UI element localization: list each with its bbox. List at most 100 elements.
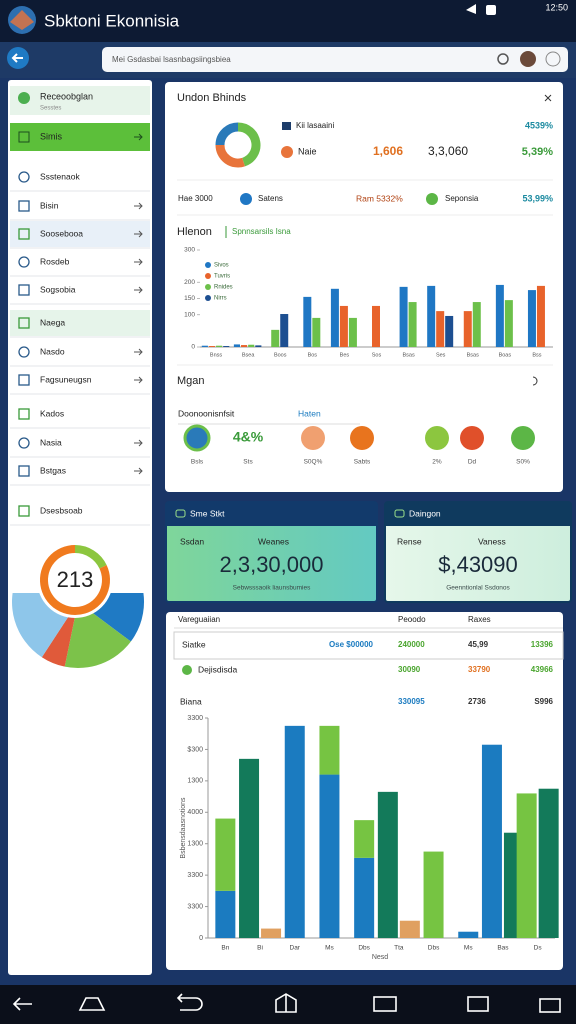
url-field[interactable] xyxy=(102,47,568,72)
sidebar-arrow xyxy=(134,202,143,210)
y-tick-label: 0 xyxy=(199,935,203,942)
x-tick-label: Ds xyxy=(534,945,543,952)
label: Kii lasaaini xyxy=(296,121,334,130)
x-tick-label: Ms xyxy=(464,945,473,952)
sidebar-item-bg xyxy=(10,221,150,247)
sidebar-arrow xyxy=(134,467,143,475)
y-tick-label: 4000 xyxy=(187,809,203,816)
bar xyxy=(284,725,305,938)
label: 4539% xyxy=(525,120,553,130)
legend-swatch xyxy=(205,262,211,268)
donut-segment xyxy=(215,144,245,168)
column-header: Raxes xyxy=(468,615,491,624)
settings-icon xyxy=(532,376,538,386)
table-cell: 2736 xyxy=(468,697,486,706)
sidebar-header-icon xyxy=(18,92,30,104)
item-caption: 2% xyxy=(432,459,442,466)
kpi-label: Rense xyxy=(397,536,422,546)
x-tick-label: Bss xyxy=(532,352,541,358)
sidebar-arrow xyxy=(134,376,143,384)
x-axis-label: Nesd xyxy=(372,954,388,961)
bar xyxy=(472,302,481,347)
bar xyxy=(233,344,241,347)
section-title: Mgan xyxy=(177,375,205,387)
pie-slice xyxy=(41,602,78,667)
x-tick-label: Dar xyxy=(290,945,301,952)
sidebar-item-icon xyxy=(18,171,30,183)
sidebar-arrow xyxy=(134,133,143,141)
y-tick-label: 3300 xyxy=(187,872,203,879)
nav-menu[interactable] xyxy=(539,998,561,1013)
kpi-value: 2,3,30,000 xyxy=(220,552,324,577)
sidebar-item[interactable]: Ssstenaok xyxy=(40,171,80,181)
sidebar-item[interactable]: Nasia xyxy=(40,437,62,447)
sidebar-item-icon xyxy=(18,374,30,386)
gauge-bg xyxy=(37,542,113,618)
sidebar-item-icon xyxy=(18,284,30,296)
mini-icon xyxy=(350,426,374,450)
donut-segment xyxy=(40,545,110,615)
y-tick-label: 0 xyxy=(191,344,195,351)
table-cell: 13396 xyxy=(531,640,554,649)
sidebar-item[interactable]: Kados xyxy=(40,408,64,418)
sidebar-item[interactable]: Fagsuneugsn xyxy=(40,374,92,384)
bar xyxy=(303,296,312,347)
bar xyxy=(239,758,260,938)
y-axis-label: Bsbensdaasnotions xyxy=(180,797,187,859)
kpi-icon xyxy=(394,509,405,518)
bar xyxy=(241,345,248,347)
legend-swatch xyxy=(205,295,211,301)
bar xyxy=(527,290,536,347)
sidebar-item-icon xyxy=(18,317,30,329)
label: Satens xyxy=(258,194,283,203)
sidebar-item[interactable]: Rosdeb xyxy=(40,256,70,266)
x-tick-label: Bsas xyxy=(467,352,479,358)
avatar[interactable] xyxy=(520,51,536,67)
sidebar-item-icon xyxy=(18,256,30,268)
table-cell: 33790 xyxy=(468,665,491,674)
sidebar-item[interactable]: Bisin xyxy=(40,200,59,210)
nav-tabs[interactable] xyxy=(373,996,397,1012)
label: Hae 3000 xyxy=(178,194,213,203)
sidebar-item[interactable]: Nasdo xyxy=(40,346,65,356)
nav-home[interactable] xyxy=(78,997,106,1011)
menu-icon[interactable] xyxy=(545,51,561,67)
sidebar-item[interactable]: Sogsobia xyxy=(40,284,76,294)
nav-library[interactable] xyxy=(275,993,297,1013)
y-tick-label: 150 xyxy=(184,295,195,302)
nav-windows[interactable] xyxy=(467,996,489,1012)
bar xyxy=(427,285,436,347)
table-cell: Biana xyxy=(180,696,202,706)
sidebar-item[interactable]: Soosebooa xyxy=(40,228,83,238)
nav-undo[interactable] xyxy=(176,993,203,1011)
label: 1,606 xyxy=(373,144,403,158)
item-caption: Sts xyxy=(243,459,253,466)
x-tick-label: Ses xyxy=(436,352,446,358)
x-tick-label: Ms xyxy=(325,945,334,952)
label: 5,39% xyxy=(522,146,553,158)
sidebar-item-active[interactable] xyxy=(10,123,150,151)
table-cell: 43966 xyxy=(531,665,554,674)
bar xyxy=(223,346,230,347)
app-logo-mark xyxy=(10,10,34,30)
sidebar-item-icon xyxy=(18,346,30,358)
sidebar-item[interactable]: Bstgas xyxy=(40,465,66,475)
sidebar-header-title: Receoobglan xyxy=(40,91,93,101)
row-highlight xyxy=(173,631,564,660)
pie-slice xyxy=(64,602,131,668)
bar xyxy=(215,890,236,938)
legend-label: Tuvris xyxy=(214,274,230,280)
reload-icon[interactable] xyxy=(497,53,509,65)
sidebar-item[interactable]: Dsesbsoab xyxy=(40,505,83,515)
bar xyxy=(271,329,280,347)
sidebar-item-icon xyxy=(18,505,30,517)
mini-icon xyxy=(511,426,535,450)
legend-dot xyxy=(426,193,438,205)
y-tick-label: 1300 xyxy=(187,841,203,848)
sidebar-item[interactable]: Naega xyxy=(40,317,65,327)
row-icon xyxy=(182,665,192,675)
bar xyxy=(348,317,357,347)
nav-back[interactable] xyxy=(12,997,32,1011)
